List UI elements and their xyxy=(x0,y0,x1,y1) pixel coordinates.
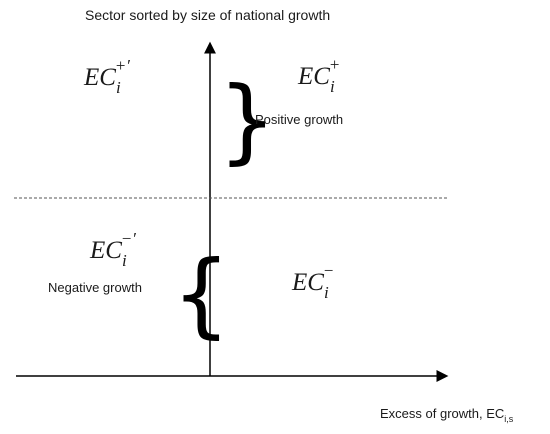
quadrant-top-right-sub: i xyxy=(330,77,335,96)
quadrant-top-left-sup: +′ xyxy=(115,56,130,75)
negative-growth-brace: { xyxy=(172,241,231,348)
quadrant-bottom-right-base: EC xyxy=(291,269,324,296)
quadrant-bottom-left-sup: −′ xyxy=(121,229,136,248)
quadrant-top-right-label: ECi + xyxy=(297,55,340,96)
quadrant-bottom-left-label: ECi −′ xyxy=(89,229,136,270)
quadrant-top-right-sup: + xyxy=(329,55,340,74)
negative-growth-label: Negative growth xyxy=(48,280,142,295)
quadrant-top-left-sub: i xyxy=(116,78,121,97)
quadrant-bottom-left-base: EC xyxy=(89,237,122,264)
quadrant-top-left-label: ECi +′ xyxy=(83,56,130,97)
positive-growth-brace: } xyxy=(218,67,277,174)
quadrant-bottom-right-sup: − xyxy=(323,261,334,280)
x-axis-label-sub: i,s xyxy=(504,414,514,424)
x-axis-label: Excess of growth, ECi,s xyxy=(380,406,514,424)
x-axis-label-main: Excess of growth, EC xyxy=(380,406,504,421)
quadrant-bottom-right-label: ECi − xyxy=(291,261,334,302)
y-axis-label: Sector sorted by size of national growth xyxy=(85,7,330,23)
quadrant-top-left-base: EC xyxy=(83,64,116,91)
positive-growth-label: Positive growth xyxy=(255,112,343,127)
quadrant-bottom-right-sub: i xyxy=(324,283,329,302)
quadrant-bottom-left-sub: i xyxy=(122,251,127,270)
quadrant-top-right-base: EC xyxy=(297,63,330,90)
